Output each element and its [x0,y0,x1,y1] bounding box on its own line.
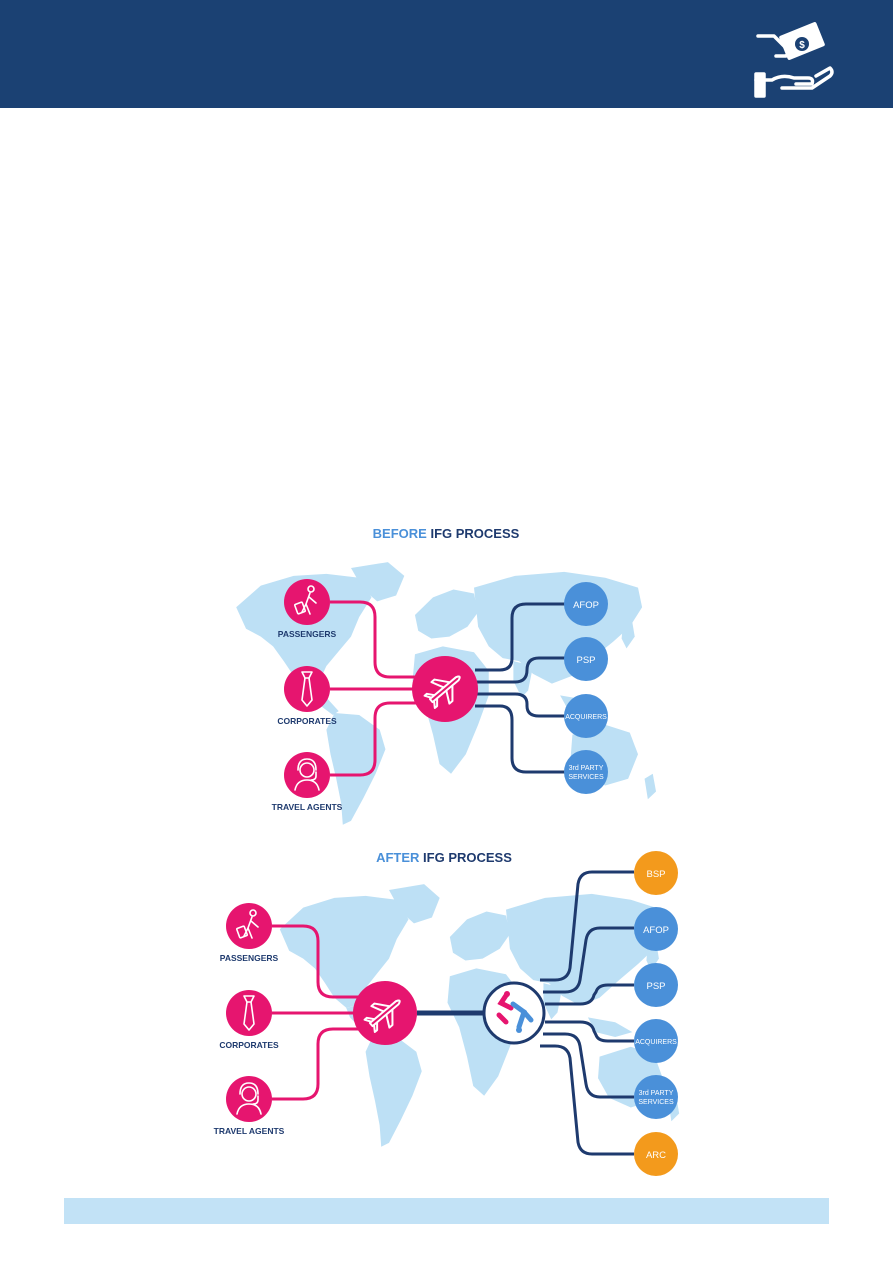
ifg-network-logo-icon [496,991,534,1033]
before-target-third-party-line2: SERVICES [568,774,604,781]
after-title-prefix: AFTER [376,850,420,865]
before-line-third-party [475,704,565,774]
after-target-arc-label: ARC [646,1150,666,1161]
after-target-afop: AFOP [634,907,678,951]
headset-agent-icon [294,758,320,791]
traveler-luggage-icon [294,585,317,615]
before-label-travel-agents: TRAVEL AGENTS [272,802,343,812]
after-target-psp: PSP [634,963,678,1007]
headset-agent-icon [236,1082,262,1115]
before-target-afop: AFOP [564,582,608,626]
before-target-psp-label: PSP [576,655,595,666]
necktie-icon [243,995,255,1031]
after-target-afop-label: AFOP [643,925,669,936]
svg-text:$: $ [799,40,805,51]
after-target-third-party-line2: SERVICES [638,1099,674,1106]
after-target-bsp: BSP [634,851,678,895]
before-label-passengers: PASSENGERS [278,629,337,639]
after-title: AFTER IFG PROCESS [376,850,512,865]
before-label-corporates: CORPORATES [277,716,337,726]
before-title-suffix: IFG PROCESS [427,526,520,541]
after-target-third-party: 3rd PARTY SERVICES [634,1075,678,1119]
before-line-psp [475,656,565,684]
after-line-bsp [540,870,634,982]
after-source-travel-agents: TRAVEL AGENTS [214,1076,285,1136]
after-line-arc [540,1044,634,1156]
before-title-prefix: BEFORE [373,526,428,541]
after-title-suffix: IFG PROCESS [419,850,512,865]
before-target-third-party: 3rd PARTY SERVICES [564,750,608,794]
after-label-passengers: PASSENGERS [220,953,279,963]
before-line-afop [475,602,565,672]
before-line-passengers [330,600,420,679]
before-line-travel-agents [330,701,420,777]
after-target-acquirers-label: ACQUIRERS [635,1039,677,1046]
after-label-travel-agents: TRAVEL AGENTS [214,1126,285,1136]
before-title: BEFORE IFG PROCESS [373,526,520,541]
after-line-travel-agents [272,1027,360,1101]
after-line-acquirers [545,1020,634,1043]
after-hub [353,981,417,1045]
header-bar: $ [0,0,893,108]
necktie-icon [301,671,313,707]
airplane-icon [363,999,401,1033]
after-line-third-party [543,1032,634,1099]
after-source-passengers: PASSENGERS [220,903,279,963]
before-hub [412,656,478,722]
hand-money-icon: $ [754,22,834,98]
before-connectors [330,600,565,777]
after-connectors [272,870,634,1156]
before-target-third-party-line1: 3rd PARTY [569,765,604,772]
traveler-luggage-icon [236,909,259,939]
after-line-passengers [272,924,360,999]
before-target-acquirers: ACQUIRERS [564,694,608,738]
after-source-corporates: CORPORATES [219,990,279,1050]
before-target-acquirers-label: ACQUIRERS [565,714,607,721]
after-target-third-party-line1: 3rd PARTY [639,1090,674,1097]
airplane-icon [423,675,461,709]
after-target-bsp-label: BSP [646,869,665,880]
after-line-afop [543,926,634,994]
before-line-acquirers [475,692,565,718]
after-label-corporates: CORPORATES [219,1040,279,1050]
after-target-arc: ARC [634,1132,678,1176]
after-gateway [482,981,546,1045]
before-target-afop-label: AFOP [573,600,599,611]
after-target-acquirers: ACQUIRERS [634,1019,678,1063]
footer-bar [64,1198,829,1224]
before-source-travel-agents: TRAVEL AGENTS [272,752,343,812]
after-line-psp [545,983,634,1006]
after-target-psp-label: PSP [646,981,665,992]
before-source-corporates: CORPORATES [277,666,337,726]
before-target-psp: PSP [564,637,608,681]
before-source-passengers: PASSENGERS [278,579,337,639]
